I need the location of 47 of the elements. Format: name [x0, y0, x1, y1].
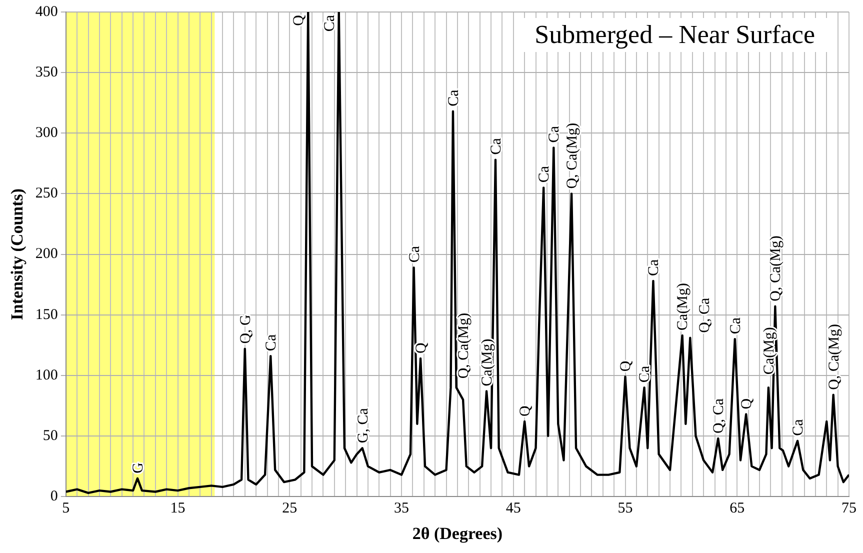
annotation: Q, Ca	[711, 398, 728, 434]
annotation: Ca	[406, 246, 423, 263]
x-tick-label: 55	[618, 500, 633, 517]
y-tick-label: 350	[35, 64, 58, 81]
y-tick-label: 50	[42, 428, 58, 444]
annotation: Q	[518, 405, 534, 416]
annotation: G, Ca	[355, 408, 372, 444]
x-tick-label: 65	[730, 500, 745, 517]
y-tick-label: 150	[35, 306, 58, 323]
annotation: Q, Ca	[697, 298, 714, 333]
annotation: Ca	[488, 138, 504, 155]
x-tick-label: 75	[842, 500, 856, 517]
x-axis-title: 2θ (Degrees)	[412, 524, 503, 544]
annotation: G	[130, 462, 146, 474]
annotation: Ca(Mg)	[479, 338, 496, 386]
annotation: Ca	[536, 166, 553, 183]
annotation: Q, G	[238, 314, 254, 344]
y-axis-title: Intensity (Counts)	[8, 188, 27, 320]
x-tick-label: 15	[170, 500, 186, 517]
chart-title: Submerged – Near Surface	[522, 18, 827, 52]
y-tick-label: 100	[35, 367, 58, 384]
annotation: Ca	[322, 14, 338, 32]
x-tick-label: 45	[506, 500, 521, 517]
annotation: Ca	[264, 334, 280, 352]
annotation: Ca	[637, 366, 654, 383]
x-tick-label: 5	[62, 500, 70, 517]
annotation: Ca	[646, 258, 662, 276]
annotation: Q, Ca(Mg)	[826, 324, 842, 390]
annotation: Q, Ca(Mg)	[456, 312, 472, 379]
annotation: Q	[413, 342, 430, 354]
annotation: Ca	[790, 418, 806, 436]
annotation: Ca	[546, 126, 563, 143]
annotation: Ca	[728, 317, 744, 334]
x-tick-label: 35	[394, 500, 410, 517]
y-tick-label: 0	[50, 488, 58, 505]
y-tick-label: 250	[35, 186, 58, 202]
y-tick-label: 400	[35, 4, 58, 20]
y-tick-label: 200	[35, 246, 58, 262]
y-tick-label: 300	[35, 125, 58, 142]
annotation: Ca	[446, 89, 462, 106]
annotation: Q, Ca(Mg)	[564, 122, 580, 189]
annotation: Q	[618, 360, 634, 372]
annotation: Q, Ca(Mg)	[768, 236, 784, 302]
annotation: Q	[739, 398, 756, 410]
annotation: Q	[291, 14, 308, 26]
annotation: Ca(Mg)	[675, 282, 692, 330]
x-tick-label: 25	[282, 500, 298, 517]
